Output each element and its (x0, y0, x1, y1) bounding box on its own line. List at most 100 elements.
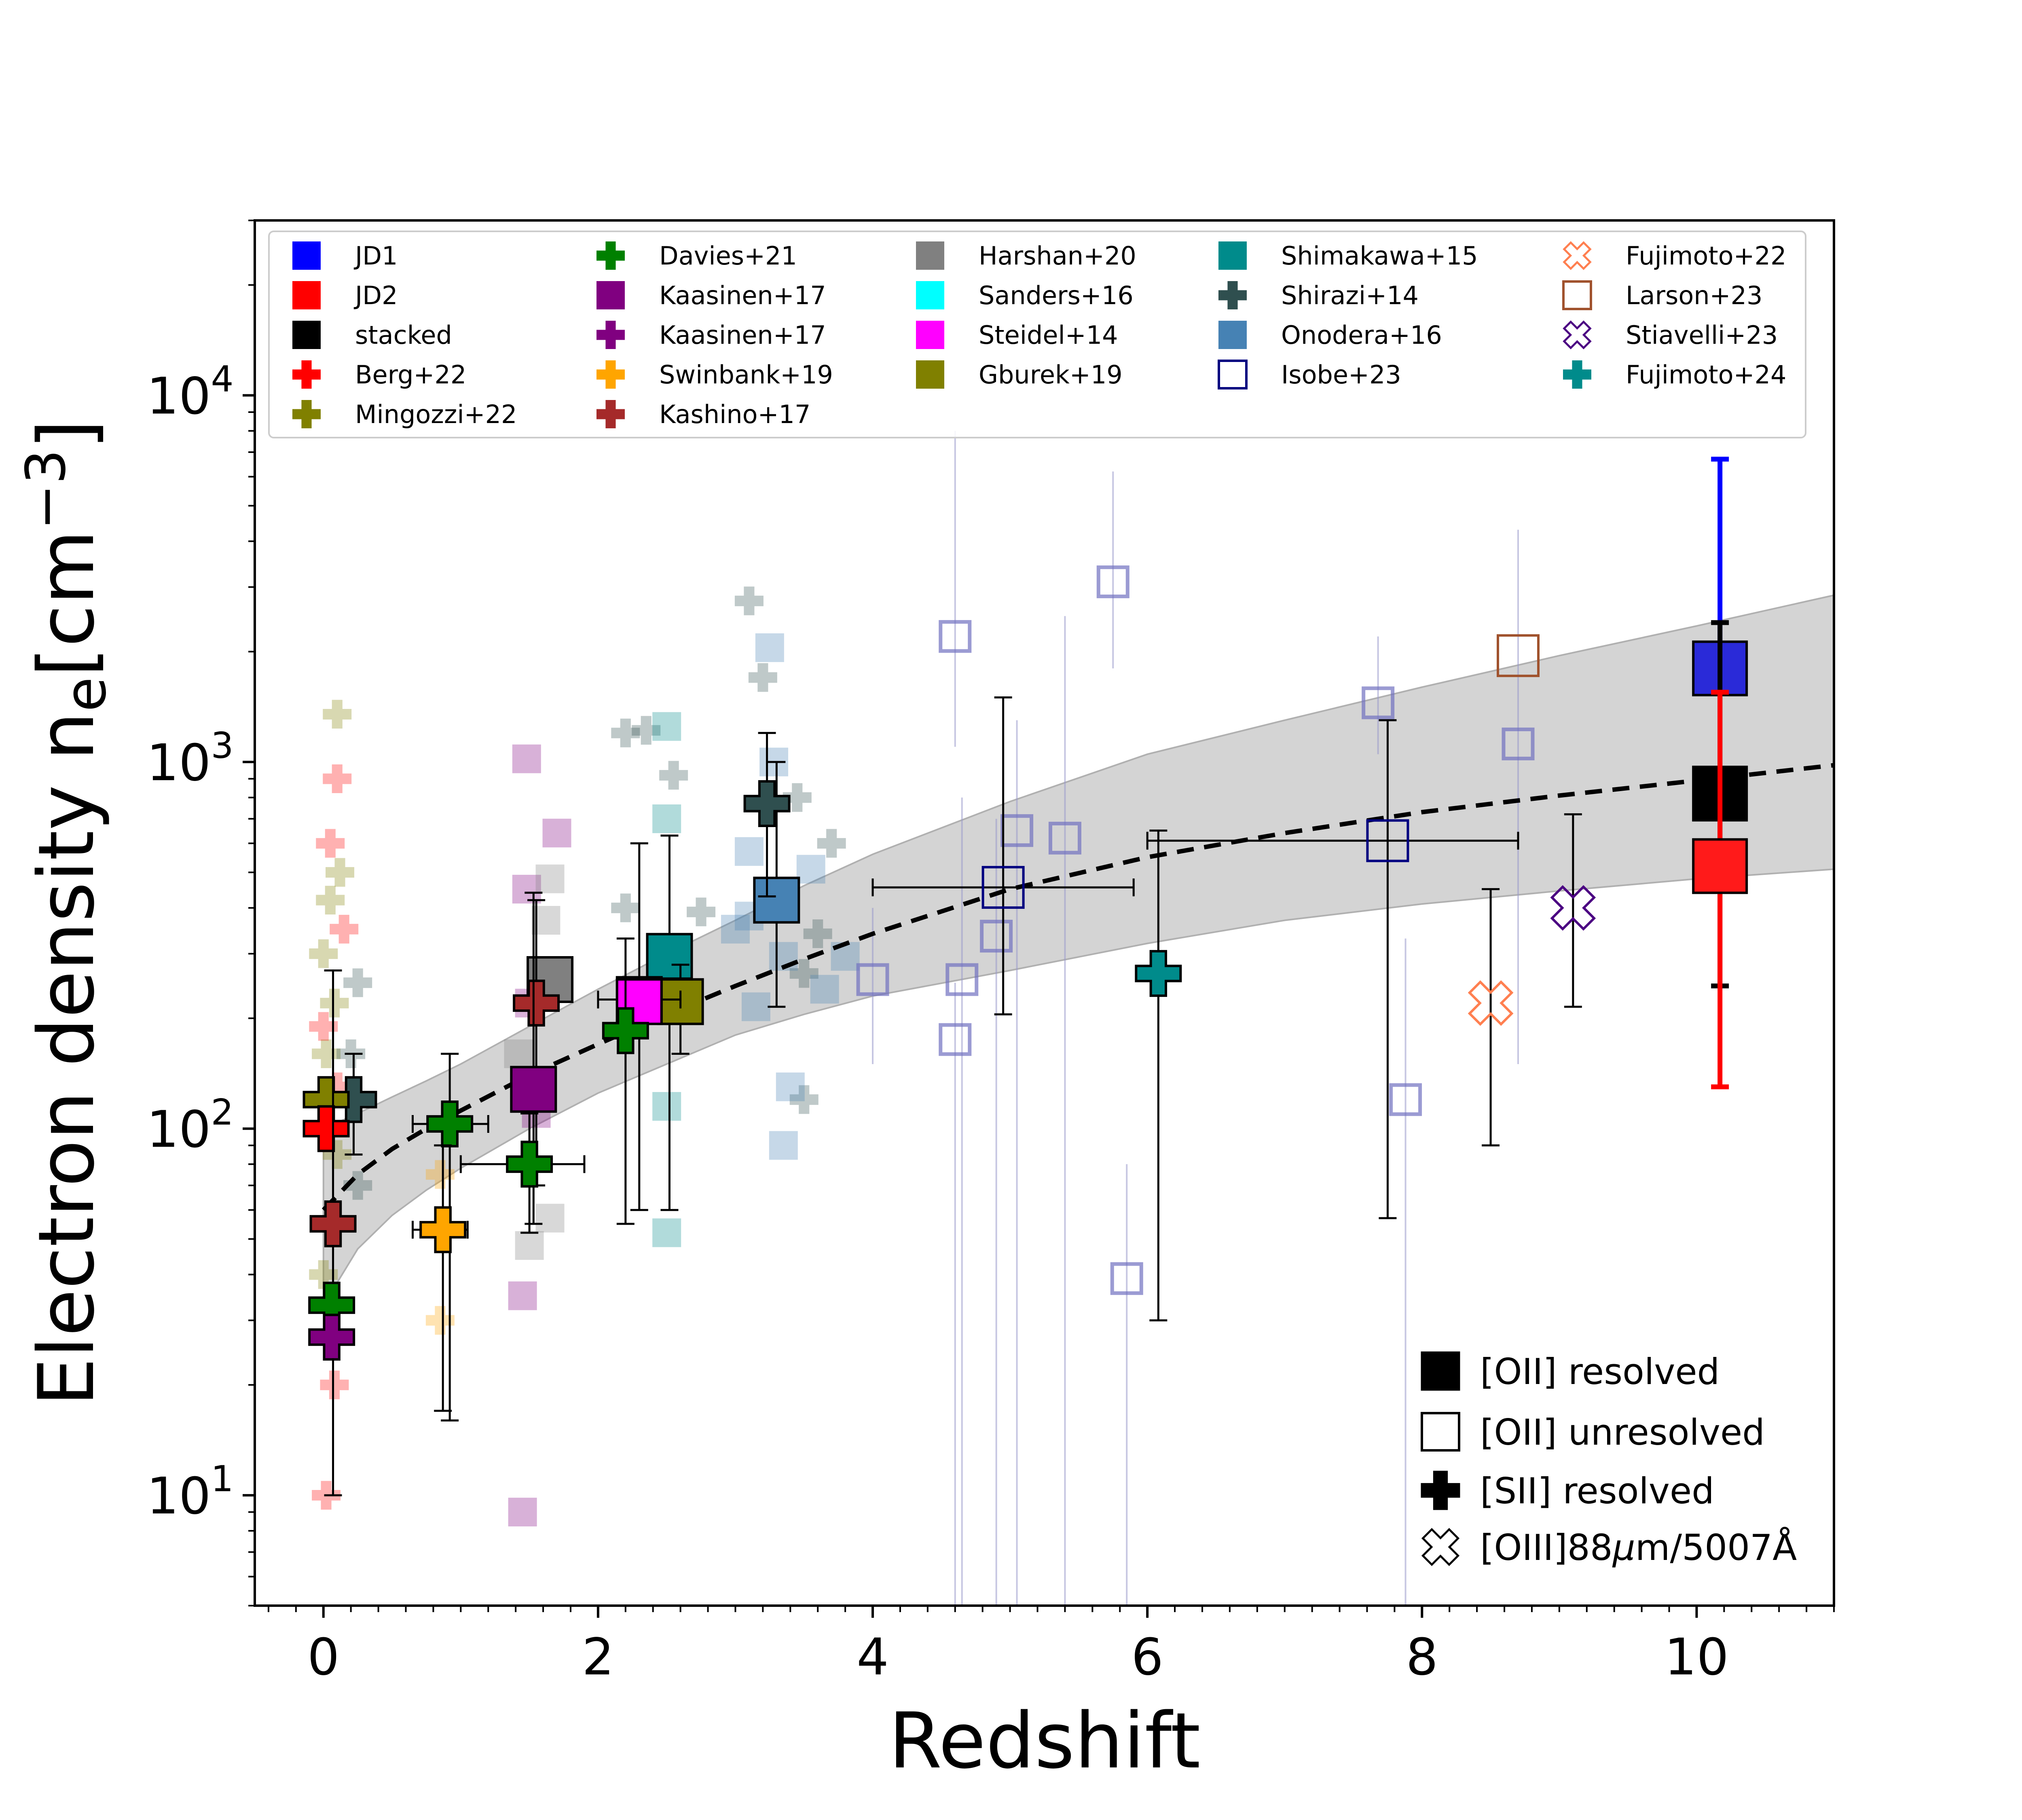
faint-data-point (611, 893, 640, 923)
legend-marker (1563, 320, 1592, 349)
plot-area (302, 431, 1834, 1606)
legend-marker (1562, 280, 1592, 310)
legend-label: Steidel+14 (979, 320, 1118, 350)
faint-isobe-point (1048, 821, 1081, 855)
y-tick-base: 10 (146, 1467, 211, 1526)
legend-marker (916, 321, 944, 349)
legend-marker (292, 360, 321, 389)
faint-data-point (343, 1171, 372, 1200)
legend-label: Kashino+17 (659, 400, 810, 429)
faint-isobe-point (1110, 1262, 1143, 1295)
legend-marker (596, 360, 625, 389)
faint-data-point (425, 1306, 455, 1335)
faint-data-point (330, 914, 359, 944)
faint-data-point (504, 1039, 533, 1069)
plot-frame (254, 219, 1835, 1607)
faint-data-point (783, 783, 812, 812)
legend-label: Larson+23 (1626, 281, 1762, 310)
faint-data-point (323, 764, 352, 794)
y-axis-label-unit: [cm (22, 530, 111, 677)
marker-legend-symbol (1421, 1471, 1460, 1510)
faint-data-point (755, 633, 784, 662)
marker-legend-label: [OIII]88μm/5007Å (1480, 1527, 1797, 1568)
legend-label: Onodera+16 (1281, 320, 1442, 350)
faint-isobe-point (939, 620, 972, 653)
x-tick-label: 0 (307, 1628, 340, 1687)
data-point-kashino-17 (309, 1200, 357, 1247)
y-tick-exponent: 3 (211, 725, 234, 766)
x-axis-label: Redshift (888, 1696, 1200, 1786)
marker-legend-symbol (1421, 1351, 1460, 1391)
x-tick-label: 4 (857, 1628, 889, 1687)
data-point-kaasinen-17 (510, 1066, 557, 1113)
y-axis-label: Electron density ne[cm−3] (14, 419, 119, 1406)
legend-marker (292, 321, 321, 349)
legend-marker (1218, 241, 1247, 270)
y-axis-label-subscript: e (53, 677, 119, 712)
faint-data-point (817, 829, 846, 858)
faint-data-point (323, 700, 352, 729)
legend-label: Harshan+20 (979, 241, 1136, 271)
faint-data-point (515, 1231, 544, 1260)
faint-data-point (659, 761, 688, 790)
faint-isobe-point (1362, 686, 1395, 720)
faint-data-point (803, 919, 832, 948)
faint-data-point (721, 914, 750, 944)
data-point-kaasinen-17 (308, 1314, 355, 1361)
data-point-davies-21 (602, 1007, 649, 1054)
legend-marker (596, 321, 625, 349)
faint-data-point (309, 1012, 338, 1041)
faint-data-point (687, 897, 716, 927)
legend-marker (1218, 360, 1248, 389)
faint-data-point (326, 858, 355, 887)
data-point-davies-21 (426, 1100, 474, 1147)
faint-data-point (652, 804, 681, 833)
legend-label: stacked (355, 320, 452, 350)
faint-data-point (512, 744, 541, 773)
y-tick-base: 10 (146, 1100, 211, 1159)
data-point-davies-21 (506, 1141, 553, 1188)
faint-data-point (542, 819, 571, 848)
faint-data-point (343, 968, 372, 997)
data-point-shirazi-14 (743, 780, 791, 827)
legend-label: Mingozzi+22 (355, 400, 517, 429)
faint-data-point (632, 716, 661, 745)
y-tick-exponent: 4 (211, 358, 234, 400)
faint-data-point (734, 586, 764, 616)
faint-data-point (796, 855, 825, 884)
faint-data-point (508, 1281, 537, 1310)
legend-label: JD1 (353, 241, 398, 271)
legend-label: Shirazi+14 (1281, 281, 1419, 310)
x-tick-label: 2 (582, 1628, 614, 1687)
y-tick-exponent: 1 (211, 1458, 234, 1500)
fit-line (321, 763, 1834, 1212)
y-tick-base: 10 (146, 734, 211, 792)
faint-isobe-point (1096, 565, 1129, 599)
legend-marker (1563, 360, 1591, 389)
faint-data-point (316, 829, 345, 858)
faint-data-point (652, 1092, 681, 1121)
data-point-fujimoto-22 (1468, 980, 1514, 1026)
data-point-stiavelli-23 (1550, 885, 1596, 931)
faint-isobe-point (856, 963, 889, 996)
marker-legend-label: [SII] resolved (1480, 1470, 1714, 1512)
y-tick-label: 101 (146, 1458, 233, 1526)
faint-isobe-point (1389, 1083, 1422, 1116)
legend-marker (916, 241, 944, 270)
data-point-fujimoto-24 (1135, 950, 1182, 997)
legend: JD1 JD2 stacked Berg+22 Mingozzi+22 Davies+21… (268, 231, 1806, 438)
y-axis-label-main: Electron density n (22, 712, 111, 1406)
faint-data-point (512, 874, 541, 904)
plot-content (302, 431, 1834, 1606)
faint-isobe-point (945, 963, 979, 996)
y-axis-label-close: ] (22, 419, 111, 449)
marker-legend-label-rest: m/5007Å (1635, 1527, 1797, 1568)
data-point-isobe-23 (1366, 819, 1409, 862)
legend-label: Fujimoto+22 (1626, 241, 1786, 271)
legend-label: Kaasinen+17 (659, 320, 826, 350)
data-point-onodera-16 (753, 876, 800, 924)
faint-isobe-point (980, 920, 1013, 953)
faint-isobe-point (1502, 727, 1535, 760)
faint-data-point (734, 837, 764, 866)
